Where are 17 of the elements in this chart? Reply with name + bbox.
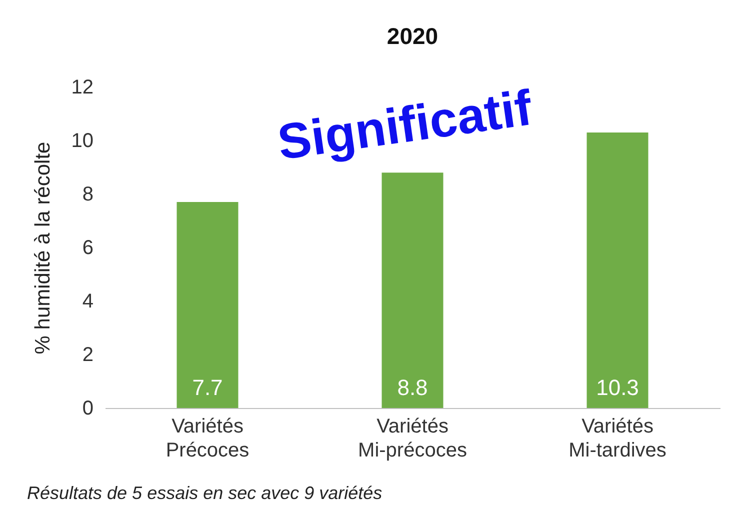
data-label: 7.7 <box>192 375 223 400</box>
y-tick-label: 2 <box>82 344 94 366</box>
text: Résultats de 5 essais en sec avec 9 variétés <box>27 483 382 503</box>
data-label: 8.8 <box>397 375 428 400</box>
x-tick-label: Variétés Mi-tardives <box>568 416 666 462</box>
annotation: Significatif <box>274 79 536 171</box>
y-tick-label: 12 <box>71 76 94 98</box>
x-tick-label: Variétés Mi-précoces <box>358 416 467 462</box>
x-tick-label: Variétés Précoces <box>166 416 250 462</box>
y-tick-label: 10 <box>71 130 94 152</box>
chart-title: 2020 <box>386 23 438 49</box>
y-tick-label: 0 <box>82 398 94 420</box>
y-tick-label: 4 <box>82 290 94 312</box>
y-tick-label: 6 <box>82 237 94 259</box>
data-label: 10.3 <box>596 375 639 400</box>
y-tick-label: 8 <box>82 184 94 206</box>
y-axis-title: % humidité à la récolte <box>31 142 54 354</box>
